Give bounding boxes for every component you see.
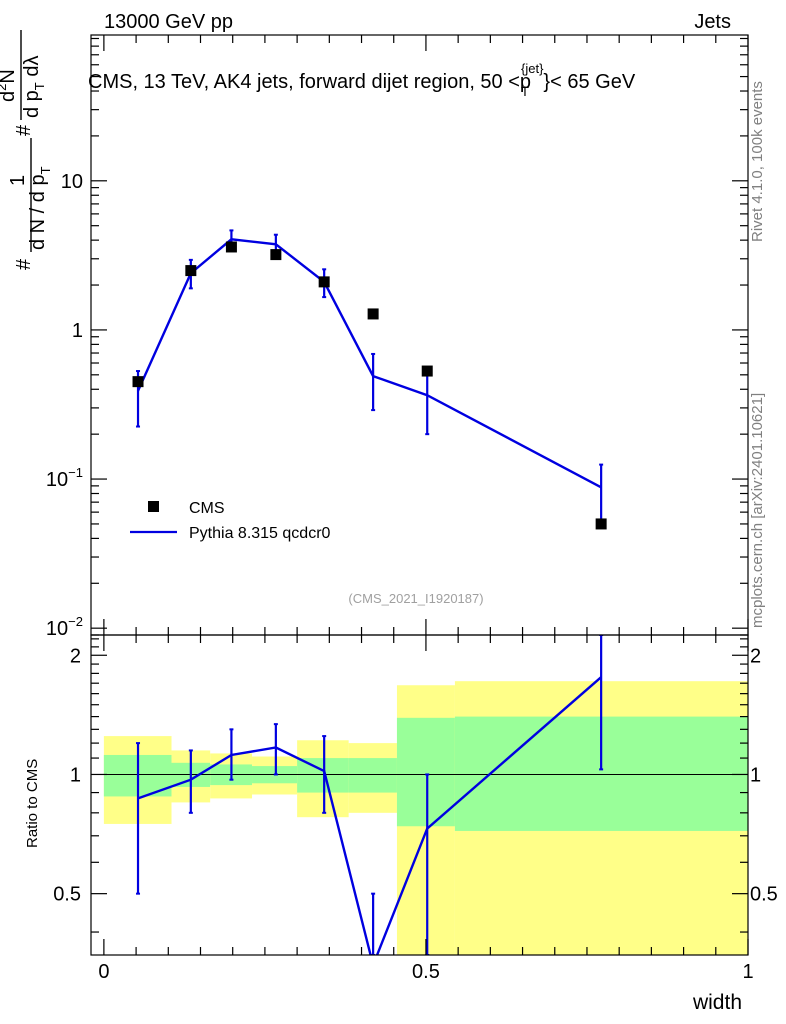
- main-ytick-label: 10−1: [46, 465, 83, 491]
- title-main: CMS, 13 TeV, AK4 jets, forward dijet reg…: [88, 71, 531, 93]
- ratio-ytick-label-right: 2: [750, 645, 761, 667]
- xtick-label: 0: [98, 961, 109, 983]
- watermark: (CMS_2021_I1920187): [348, 591, 483, 606]
- ylabel-hash: #: [13, 258, 35, 270]
- main-ytick-label: 1: [72, 320, 83, 342]
- ylabel-den2-text: d p: [21, 90, 43, 118]
- ylabel-den-text: d N / d p: [27, 174, 49, 250]
- header-energy-label: 13000 GeV pp: [104, 11, 233, 33]
- ratio-ylabel: Ratio to CMS: [24, 759, 41, 848]
- ratio-band-inner: [348, 758, 397, 793]
- legend: CMS Pythia 8.315 qcdcr0: [130, 500, 331, 542]
- ratio-line: [137, 676, 602, 955]
- cms-data-point: [421, 365, 433, 377]
- main-ytick-base: 1: [72, 320, 83, 342]
- main-plot-frame: [90, 34, 749, 636]
- main-minor-ticks: [91, 37, 748, 636]
- title-superscript: {jet}: [521, 61, 544, 76]
- legend-pythia-label: Pythia 8.315 qcdcr0: [189, 525, 331, 542]
- main-ytick-sup: −2: [68, 614, 83, 629]
- header-process-label: Jets: [694, 11, 731, 33]
- ratio-ytick-label-right: 1: [750, 764, 761, 786]
- ylabel-denominator: d N / d pT: [27, 166, 53, 250]
- cms-data-point: [270, 249, 282, 261]
- main-major-ticks: [91, 35, 749, 635]
- cms-data-point: [132, 376, 144, 388]
- ratio-ytick-label-left: 2: [70, 645, 81, 667]
- main-ytick-base: 10: [46, 618, 68, 640]
- mcplots-source-label: mcplots.cern.ch [arXiv:2401.10621]: [749, 393, 766, 628]
- title-subscript: T: [521, 84, 529, 99]
- ylabel-numerator-2: d2N: [0, 69, 19, 102]
- cms-data-point: [318, 276, 330, 288]
- main-ytick-sup: −1: [68, 465, 83, 480]
- ratio-ytick-label-left: 1: [70, 764, 81, 786]
- main-ylabel: # 1 d N / d pT # d2N d pT dλ: [0, 30, 53, 270]
- ylabel-num2-rest: N: [0, 69, 19, 83]
- ratio-bands: [103, 681, 748, 955]
- cms-data-point: [595, 518, 607, 530]
- ratio-ytick-labels: 0.5 0.5 1 1 2 2: [53, 645, 778, 905]
- ylabel-den-sub: T: [38, 166, 53, 174]
- ylabel-den2-sub: T: [32, 82, 47, 90]
- ylabel-one: 1: [7, 175, 29, 186]
- ratio-plot: 0.5 0.51 12 2 0 0.5 1 Ratio to CMS width: [24, 634, 778, 1014]
- title-tail: }< 65 GeV: [543, 71, 635, 93]
- ratio-ytick-label-left: 0.5: [53, 884, 81, 906]
- ylabel-hash-2: #: [13, 124, 35, 136]
- pythia-line: [136, 238, 602, 489]
- main-ytick-base: 10: [46, 469, 68, 491]
- ratio-series-clip: [136, 635, 604, 955]
- ratio-ticks: [91, 635, 749, 955]
- xtick-label: 1: [742, 961, 753, 983]
- ylabel-den2-rest: dλ: [21, 56, 43, 83]
- legend-cms-label: CMS: [189, 500, 225, 517]
- cms-data-point: [367, 308, 379, 320]
- ylabel-denominator-2: d pT dλ: [21, 56, 47, 118]
- ratio-plot-frame: [90, 634, 749, 956]
- main-ytick-label: 10: [61, 171, 83, 193]
- xaxis-label: width: [692, 991, 742, 1014]
- ratio-band-inner: [396, 717, 455, 827]
- ylabel-num2-d: d: [0, 91, 19, 102]
- ratio-ytick-label-right: 0.5: [750, 884, 778, 906]
- main-ytick-label: 10−2: [46, 614, 83, 640]
- ratio-series: [136, 635, 604, 955]
- xtick-label: 0.5: [412, 961, 440, 983]
- main-ytick-base: 10: [61, 171, 83, 193]
- rivet-version-label: Rivet 4.1.0, 100k events: [749, 81, 766, 242]
- cms-data-point: [225, 241, 237, 253]
- cms-data-point: [185, 265, 197, 277]
- ylabel-num2-sup: 2: [0, 84, 9, 91]
- ratio-band-inner: [297, 758, 349, 793]
- ratio-xtick-labels: 0 0.5 1: [98, 961, 753, 983]
- main-series: [132, 229, 607, 530]
- main-plot-title: CMS, 13 TeV, AK4 jets, forward dijet reg…: [88, 61, 636, 99]
- legend-cms-marker: [148, 501, 159, 512]
